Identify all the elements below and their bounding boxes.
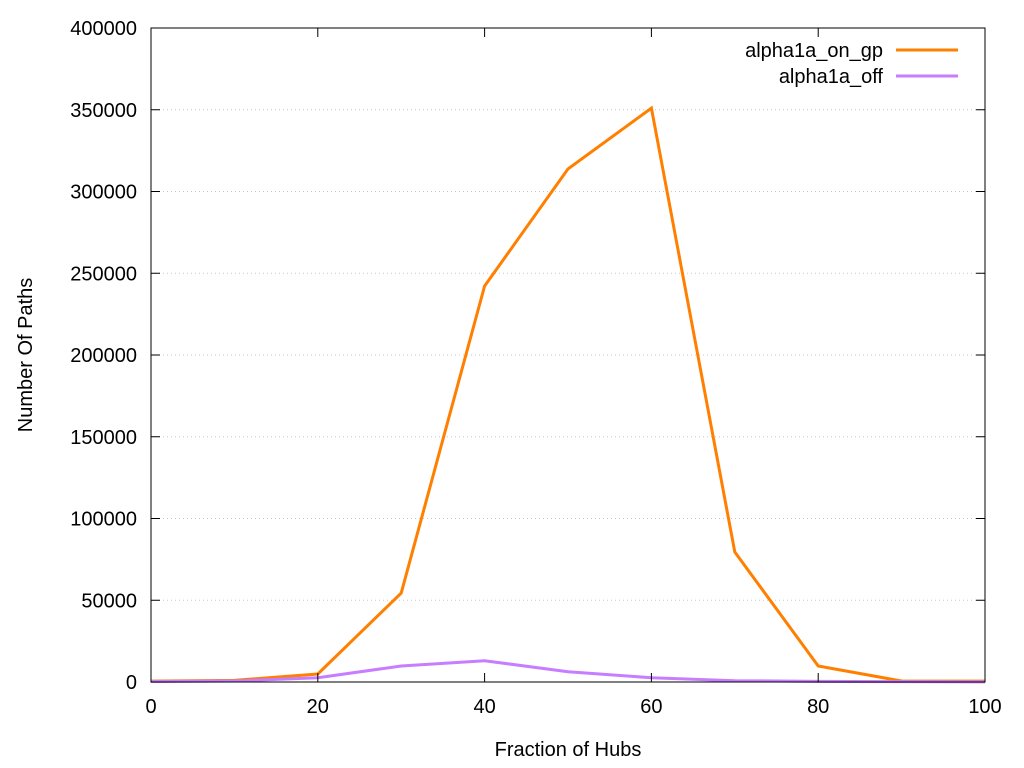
legend-label: alpha1a_on_gp — [745, 40, 883, 62]
y-tick-label: 150000 — [70, 427, 137, 449]
x-tick-label: 0 — [145, 696, 156, 718]
x-tick-label: 60 — [640, 696, 662, 718]
series-line-alpha1a_off — [150, 659, 986, 684]
y-tick-label: 50000 — [81, 590, 137, 612]
series-group — [150, 105, 986, 684]
grid — [151, 109, 985, 601]
y-tick-label: 0 — [126, 672, 137, 694]
y-tick-label: 300000 — [70, 182, 137, 204]
x-tick-label: 100 — [968, 696, 1001, 718]
ticks: 0 50000 100000 150000 200000 250000 300000 3500… — [70, 18, 1001, 718]
y-tick-label: 250000 — [70, 263, 137, 285]
y-tick-label: 400000 — [70, 18, 137, 40]
legend-label: alpha1a_off — [779, 66, 884, 88]
x-tick-label: 20 — [307, 696, 329, 718]
y-axis-label: Number Of Paths — [15, 278, 37, 433]
series-line-alpha1a_on_gp — [150, 105, 986, 683]
legend: alpha1a_on_gp alpha1a_off — [745, 40, 958, 88]
y-tick-label: 350000 — [70, 100, 137, 122]
x-axis-label: Fraction of Hubs — [495, 739, 642, 761]
x-tick-label: 40 — [473, 696, 495, 718]
x-tick-label: 80 — [807, 696, 829, 718]
y-tick-label: 100000 — [70, 509, 137, 531]
y-tick-label: 200000 — [70, 345, 137, 367]
